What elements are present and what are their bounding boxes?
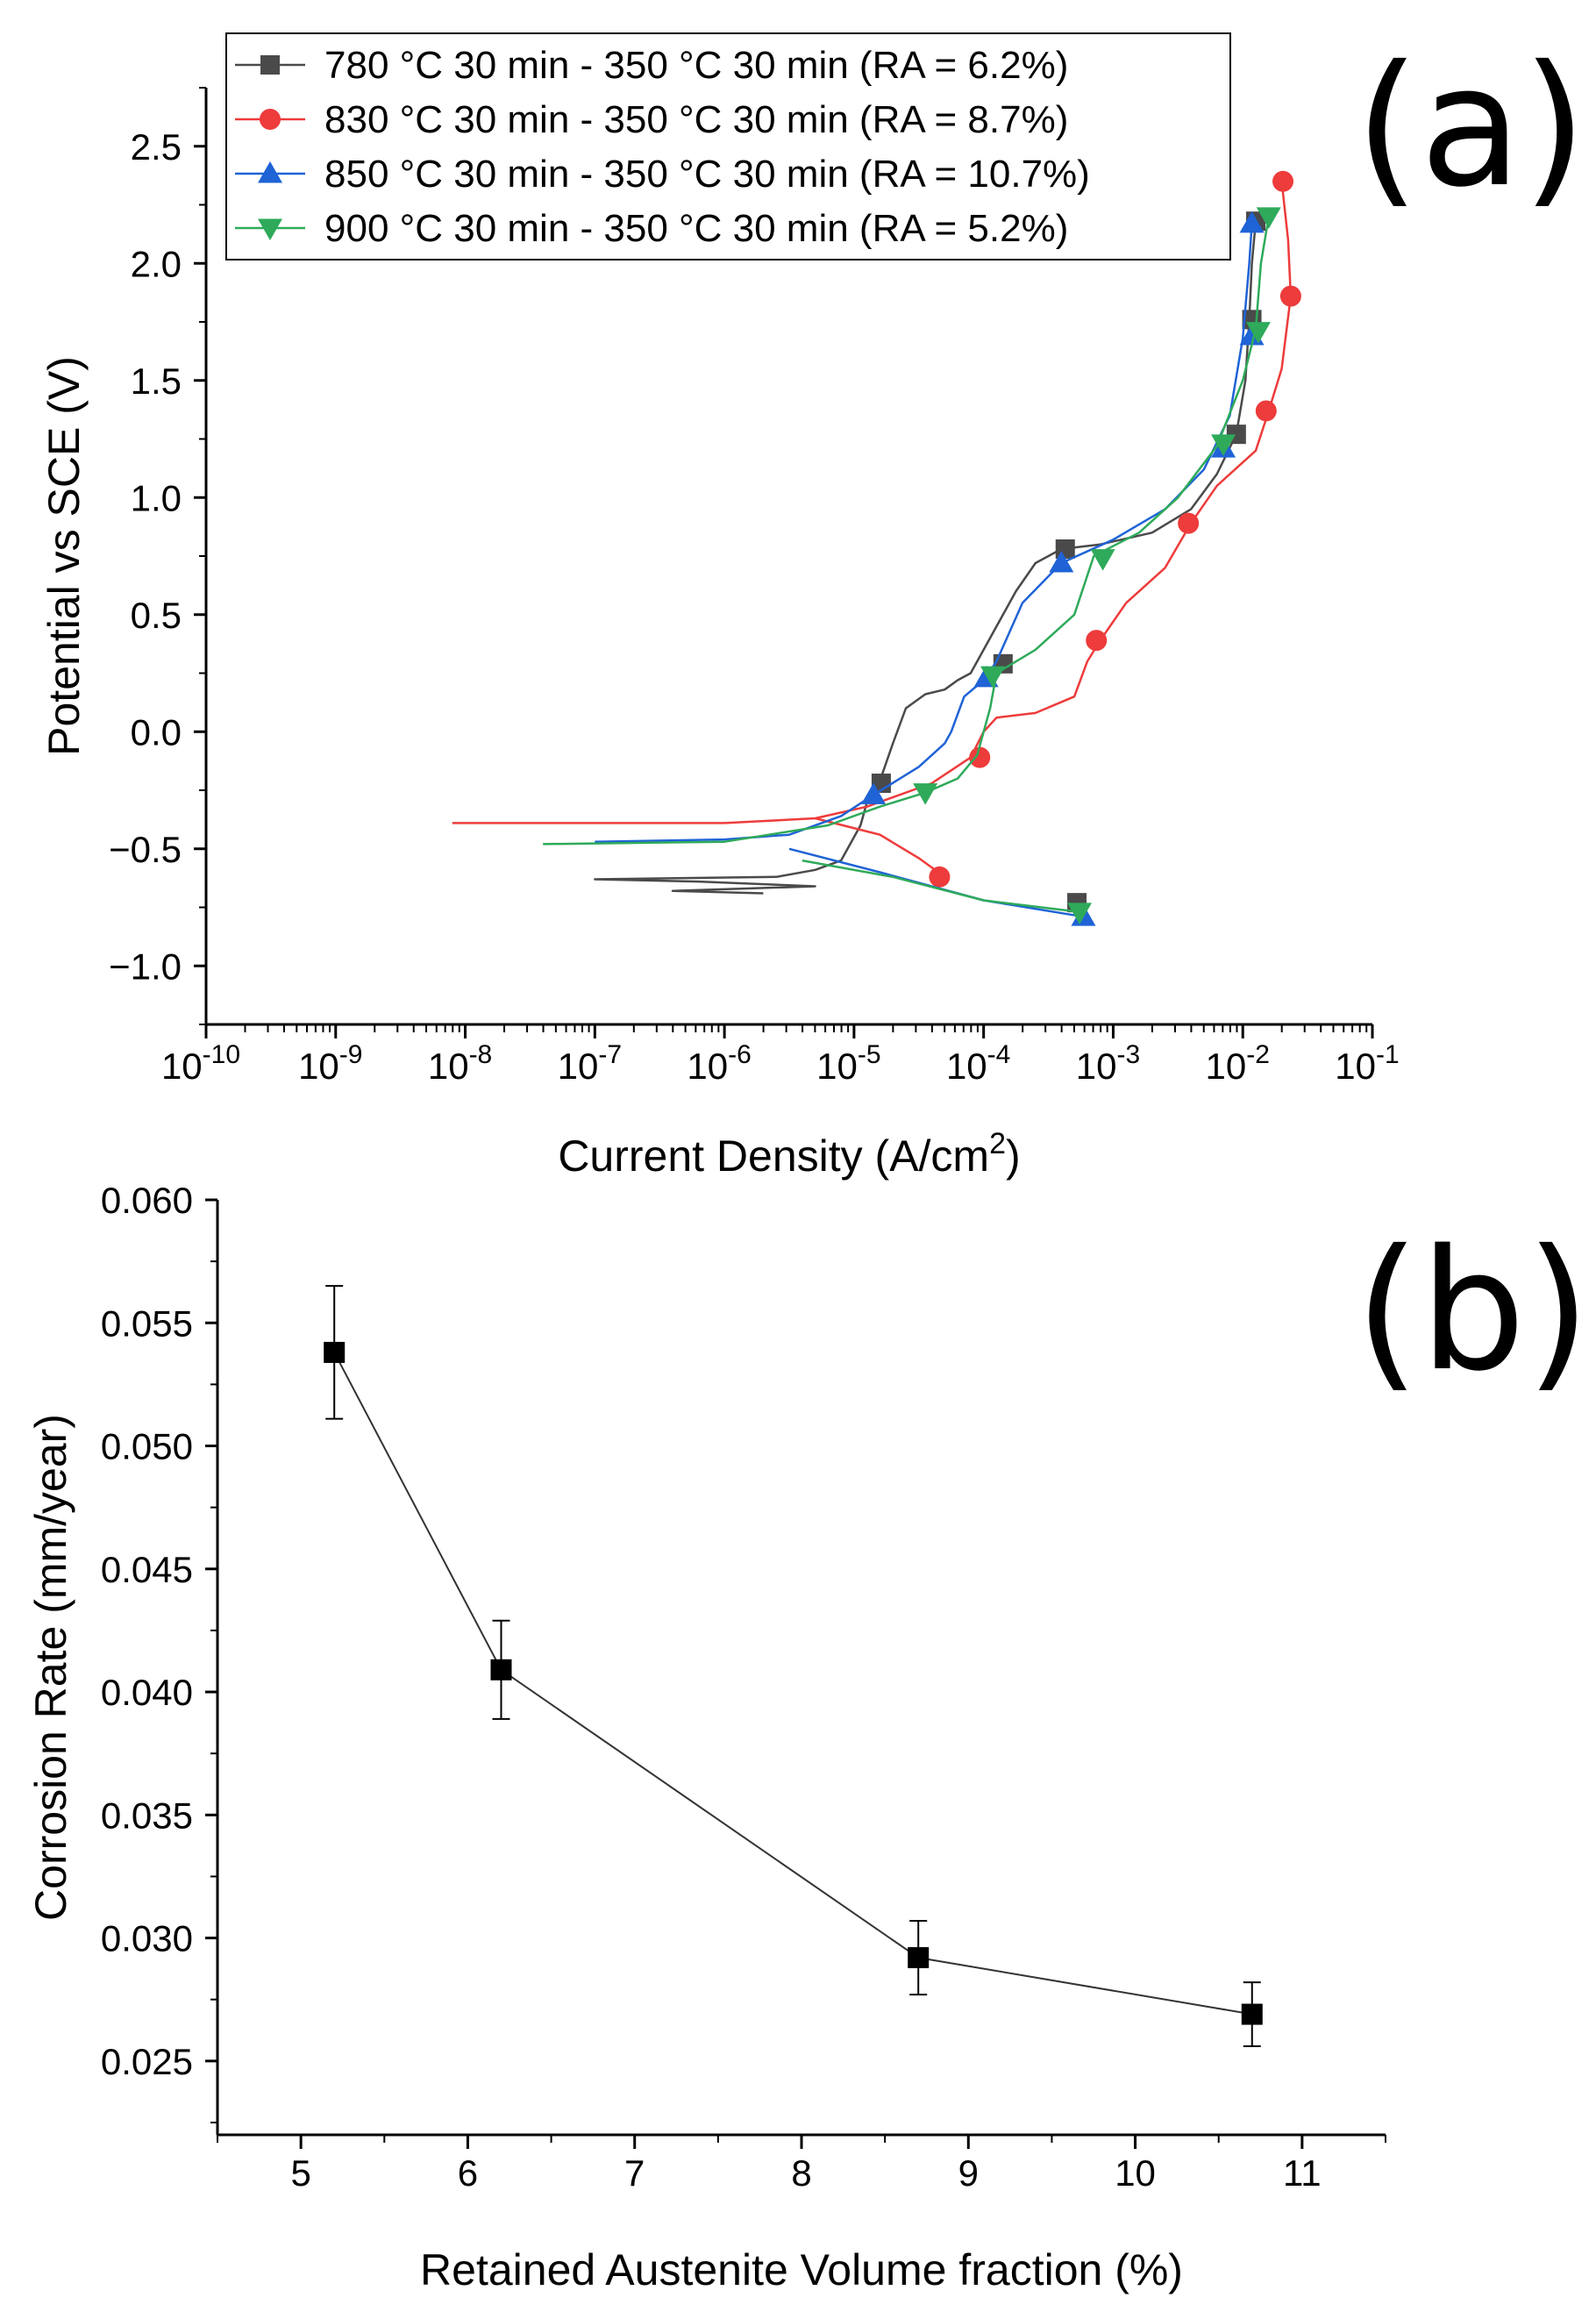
legend-entry: 780 °C 30 min - 350 °C 30 min (RA = 6.2%… bbox=[324, 44, 1068, 87]
data-point bbox=[324, 1341, 346, 1363]
x-tick-label-a: 10-5 bbox=[816, 1040, 880, 1087]
y-tick-label-a: 2.0 bbox=[131, 243, 182, 284]
y-tick-label-b: 0.050 bbox=[101, 1426, 193, 1467]
y-tick-label-b: 0.040 bbox=[101, 1672, 193, 1713]
series-marker bbox=[969, 746, 991, 768]
series-marker bbox=[1086, 630, 1108, 652]
legend-entry: 900 °C 30 min - 350 °C 30 min (RA = 5.2%… bbox=[324, 207, 1068, 250]
legend-entry: 830 °C 30 min - 350 °C 30 min (RA = 8.7%… bbox=[324, 98, 1068, 141]
series-marker bbox=[1090, 549, 1115, 571]
series-1 bbox=[452, 170, 1301, 888]
y-tick-label-b: 0.030 bbox=[101, 1918, 193, 1959]
series-0 bbox=[594, 211, 1265, 913]
y-tick-label-a: 1.5 bbox=[131, 360, 182, 402]
y-tick-label-b: 0.055 bbox=[101, 1302, 193, 1344]
series-cathodic-line bbox=[802, 859, 1080, 914]
series-marker bbox=[1245, 322, 1271, 344]
y-tick-label-b: 0.060 bbox=[101, 1180, 193, 1221]
series-marker bbox=[1067, 903, 1093, 924]
y-tick-label-b: 0.045 bbox=[101, 1549, 193, 1590]
x-tick-label-a: 10-2 bbox=[1206, 1040, 1270, 1087]
panel-b: 0.025 0.030 0.035 0.040 0.045 0.050 0.055 0.060… bbox=[26, 1180, 1386, 2294]
data-point bbox=[908, 1947, 930, 1969]
panel-label-b: (b) bbox=[1355, 1214, 1591, 1408]
x-tick-label-b: 10 bbox=[1115, 2152, 1156, 2194]
series-cathodic-line bbox=[815, 817, 946, 878]
y-tick-label-a: 1.0 bbox=[131, 477, 182, 518]
legend-marker bbox=[260, 55, 280, 75]
y-tick-label-a: 0.5 bbox=[131, 595, 182, 636]
x-tick-label-b: 9 bbox=[958, 2152, 979, 2194]
legend-entry: 850 °C 30 min - 350 °C 30 min (RA = 10.7… bbox=[324, 153, 1090, 196]
series-marker bbox=[929, 866, 951, 888]
series-marker bbox=[1055, 539, 1075, 559]
x-tick-label-a: 10-8 bbox=[428, 1040, 492, 1087]
legend-marker bbox=[258, 218, 282, 240]
series-line bbox=[452, 181, 1293, 824]
legend-a: 780 °C 30 min - 350 °C 30 min (RA = 6.2%… bbox=[225, 32, 1231, 260]
x-tick-label-a: 10-9 bbox=[298, 1040, 362, 1087]
series-3 bbox=[543, 207, 1281, 924]
x-tick-label-a: 10-7 bbox=[558, 1040, 622, 1087]
data-point bbox=[490, 1659, 512, 1680]
x-tick-label-a: 10-3 bbox=[1076, 1040, 1140, 1087]
y-axis-title-b: Corrosion Rate (mm/year) bbox=[26, 1414, 75, 1921]
data-line-b bbox=[333, 1352, 1252, 2016]
legend-marker bbox=[258, 161, 282, 183]
x-tick-label-a: 10-4 bbox=[946, 1040, 1010, 1087]
x-axis-title-a: Current Density (A/cm2) bbox=[558, 1127, 1020, 1181]
series-line bbox=[543, 216, 1271, 846]
x-tick-label-a: 10-1 bbox=[1335, 1040, 1399, 1087]
series-marker bbox=[1279, 285, 1301, 307]
series-marker bbox=[1211, 434, 1236, 456]
series-marker bbox=[1178, 512, 1200, 534]
x-tick-label-a: 10-6 bbox=[687, 1040, 751, 1087]
series-marker bbox=[1255, 400, 1277, 422]
x-tick-label-b: 11 bbox=[1283, 2152, 1322, 2194]
legend-box bbox=[225, 32, 1231, 260]
y-tick-label-a: 2.5 bbox=[131, 126, 182, 168]
series-marker bbox=[980, 666, 1006, 689]
series-marker bbox=[1239, 211, 1265, 233]
x-tick-label-b: 8 bbox=[791, 2152, 811, 2194]
series-marker bbox=[1272, 170, 1294, 192]
series-marker bbox=[861, 782, 887, 804]
series-marker bbox=[1256, 207, 1281, 229]
panel-label-a: (a) bbox=[1355, 30, 1587, 224]
y-tick-label-a: −1.0 bbox=[109, 945, 182, 987]
panel-a: −1.0 −0.5 0.0 0.5 1.0 1.5 2.0 2.5 10-10 10-9 10-8 1… bbox=[39, 32, 1400, 1181]
y-tick-label-a: 0.0 bbox=[131, 711, 182, 753]
x-tick-label-b: 7 bbox=[624, 2152, 645, 2194]
y-tick-label-b: 0.035 bbox=[101, 1795, 193, 1836]
series-marker bbox=[1049, 551, 1074, 573]
x-tick-label-b: 6 bbox=[458, 2152, 478, 2194]
x-tick-label-b: 5 bbox=[290, 2152, 310, 2194]
y-axis-title-a: Potential vs SCE (V) bbox=[39, 356, 89, 756]
series-marker bbox=[913, 783, 938, 805]
x-tick-label-a: 10-10 bbox=[161, 1040, 240, 1087]
legend-marker bbox=[260, 109, 281, 130]
data-point bbox=[1241, 2003, 1263, 2025]
y-tick-label-a: −0.5 bbox=[109, 829, 182, 870]
y-tick-label-b: 0.025 bbox=[101, 2041, 193, 2082]
x-axis-title-b: Retained Austenite Volume fraction (%) bbox=[420, 2245, 1183, 2294]
series-line bbox=[594, 221, 1258, 895]
